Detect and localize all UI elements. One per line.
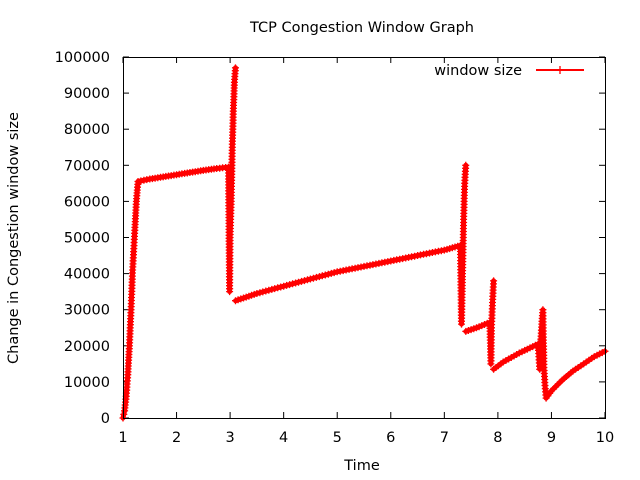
- data-point-marker: [259, 288, 267, 296]
- y-tick-label: 20000: [64, 339, 110, 355]
- y-tick-label: 70000: [64, 158, 110, 174]
- data-point-marker: [286, 281, 294, 289]
- data-point-marker: [321, 271, 329, 279]
- legend-plus-marker: [556, 66, 564, 74]
- y-tick-label: 90000: [64, 86, 110, 102]
- data-point-marker: [289, 280, 297, 288]
- x-tick-label: 4: [279, 430, 288, 446]
- y-tick-label: 100000: [55, 50, 110, 66]
- y-tick-label: 50000: [64, 231, 110, 247]
- data-point-marker: [262, 287, 270, 295]
- x-tick-label: 8: [493, 430, 502, 446]
- y-tick-label: 10000: [64, 375, 110, 391]
- data-point-marker: [271, 285, 279, 293]
- data-point-marker: [462, 161, 470, 169]
- y-tick-label: 60000: [64, 194, 110, 210]
- x-tick-label: 2: [172, 430, 181, 446]
- axis-ticks: 1 2 3 4 5 6 7 8 9 10 0 10000 20000 30000 40000 50000 600…: [55, 50, 615, 446]
- x-tick-label: 9: [547, 430, 556, 446]
- y-axis-label: Change in Congestion window size: [6, 112, 22, 364]
- x-tick-label: 6: [386, 430, 395, 446]
- data-point-marker: [265, 286, 273, 294]
- plot-area: [119, 64, 609, 422]
- legend-label: window size: [434, 63, 522, 79]
- legend: window size: [434, 63, 584, 79]
- y-tick-label: 0: [101, 411, 110, 427]
- series-line-segment: [233, 162, 469, 327]
- plot-frame: [123, 57, 606, 419]
- data-point-marker: [295, 278, 302, 286]
- x-tick-label: 3: [225, 430, 234, 446]
- data-point-marker: [274, 284, 282, 292]
- x-tick-label: 1: [118, 430, 127, 446]
- data-point-marker: [330, 269, 338, 277]
- data-point-marker: [306, 275, 314, 283]
- data-point-marker: [283, 281, 291, 289]
- chart-title: TCP Congestion Window Graph: [249, 20, 474, 36]
- data-point-marker: [324, 270, 332, 278]
- x-axis-label: Time: [343, 458, 380, 474]
- x-tick-label: 7: [440, 430, 449, 446]
- y-tick-label: 30000: [64, 303, 110, 319]
- data-point-marker: [411, 252, 419, 260]
- series-0: [119, 64, 609, 422]
- legend-marker: [556, 66, 564, 74]
- x-tick-label: 10: [596, 430, 614, 446]
- data-point-marker: [309, 274, 317, 282]
- series-line-segment: [120, 65, 238, 421]
- series-line-segment: [491, 307, 608, 401]
- data-point-marker: [301, 277, 308, 285]
- data-point-marker: [318, 272, 326, 280]
- x-tick-label: 5: [333, 430, 342, 446]
- data-point-marker: [277, 283, 285, 291]
- data-point-marker: [253, 290, 261, 297]
- data-point-marker: [490, 277, 498, 285]
- data-point-marker: [298, 277, 305, 285]
- data-point-marker: [312, 273, 320, 281]
- y-tick-label: 80000: [64, 122, 110, 138]
- data-point-marker: [231, 64, 239, 72]
- y-tick-label: 40000: [64, 267, 110, 283]
